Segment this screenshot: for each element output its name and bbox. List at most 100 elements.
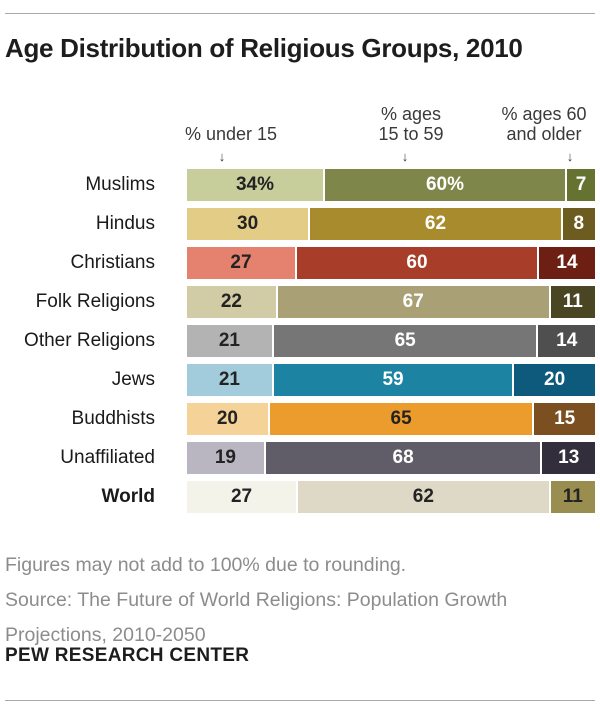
- segment-value: 30: [237, 213, 259, 234]
- segment-value: 13: [558, 447, 580, 468]
- segment-value: 21: [218, 330, 240, 351]
- down-arrow-icon: ↓: [401, 149, 409, 164]
- bar-segment-15-59: 67: [275, 286, 549, 318]
- page-title: Age Distribution of Religious Groups, 20…: [5, 33, 523, 63]
- segment-value: 65: [390, 408, 412, 429]
- bar-segment-under-15: 30: [187, 208, 309, 240]
- bar-segment-15-59: 62: [308, 208, 561, 240]
- segment-value: 62: [424, 213, 447, 234]
- segment-value: 14: [556, 252, 578, 273]
- column-header-line: % under 15: [184, 124, 278, 144]
- stacked-bar: 30 62 8: [187, 208, 595, 240]
- column-header-line: % ages 60: [501, 104, 587, 124]
- top-divider: [5, 13, 595, 14]
- bar-segment-15-59: 59: [271, 364, 513, 396]
- segment-value: 68: [392, 447, 414, 468]
- bar-segment-under-15: 21: [187, 364, 272, 396]
- group-label: Unaffiliated: [60, 447, 155, 468]
- bar-segment-under-15: 27: [187, 481, 297, 513]
- segment-value: 14: [556, 330, 578, 351]
- bar-segment-60-older: 15: [532, 403, 595, 435]
- segment-value: 27: [230, 486, 253, 507]
- segment-value: 19: [214, 447, 236, 468]
- column-headers: % under 15 % ages 15 to 59 % ages 60 and…: [5, 96, 595, 166]
- segment-value: 22: [220, 291, 242, 312]
- bar-segment-60-older: 7: [565, 169, 595, 201]
- segment-value: 60: [406, 252, 428, 273]
- down-arrow-icon: ↓: [218, 149, 226, 164]
- stacked-bar: 20 65 15: [187, 403, 595, 435]
- segment-value: 20: [544, 369, 566, 390]
- segment-value: 7: [575, 174, 587, 195]
- bar-segment-15-59: 65: [271, 325, 537, 357]
- bar-segment-under-15: 19: [187, 442, 264, 474]
- bar-segment-15-59: 62: [296, 481, 549, 513]
- segment-value: 11: [562, 486, 583, 507]
- segment-value: 11: [562, 291, 583, 312]
- group-label: World: [101, 486, 155, 507]
- bar-segment-under-15: 34%: [187, 169, 323, 201]
- group-label: Christians: [70, 252, 155, 273]
- stacked-bar: 19 68 13: [187, 442, 595, 474]
- segment-value: 27: [230, 252, 252, 273]
- segment-value: 34%: [235, 174, 275, 195]
- chart-notes: Figures may not add to 100% due to round…: [5, 548, 553, 653]
- group-label: Hindus: [95, 213, 155, 234]
- pew-research-center-wordmark: PEW RESEARCH CENTER: [5, 645, 250, 666]
- group-label: Jews: [111, 369, 155, 390]
- segment-value: 67: [402, 291, 424, 312]
- bar-segment-15-59: 60%: [323, 169, 565, 201]
- column-header-line: and older: [506, 124, 582, 144]
- bar-segment-60-older: 20: [512, 364, 595, 396]
- bar-segment-15-59: 68: [263, 442, 541, 474]
- chart-row: Hindus 30 62 8: [5, 208, 595, 240]
- chart-row: Other Religions 21 65 14: [5, 325, 595, 357]
- stacked-bar: 27 62 11: [187, 481, 595, 513]
- bottom-divider: [5, 700, 595, 701]
- segment-value: 59: [382, 369, 404, 390]
- bar-segment-60-older: 11: [548, 286, 595, 318]
- chart-row: Christians 27 60 14: [5, 247, 595, 279]
- group-label: Other Religions: [24, 330, 155, 351]
- bar-segment-15-59: 65: [267, 403, 533, 435]
- group-label: Folk Religions: [35, 291, 155, 312]
- stacked-bar: 21 59 20: [187, 364, 595, 396]
- chart-rows: Muslims 34% 60% 7 Hindus 30 62 8 Christians 27 60 1…: [5, 169, 595, 520]
- chart-row: Unaffiliated 19 68 13: [5, 442, 595, 474]
- column-header-line: 15 to 59: [378, 124, 444, 144]
- chart-row: Buddhists 20 65 15: [5, 403, 595, 435]
- down-arrow-icon: ↓: [566, 149, 574, 164]
- source-note: Source: The Future of World Religions: P…: [5, 589, 508, 646]
- bar-segment-60-older: 13: [540, 442, 595, 474]
- segment-value: 15: [554, 408, 576, 429]
- bar-segment-60-older: 14: [536, 325, 595, 357]
- bar-segment-under-15: 20: [187, 403, 268, 435]
- segment-value: 20: [216, 408, 238, 429]
- bar-segment-under-15: 21: [187, 325, 272, 357]
- bar-segment-60-older: 8: [560, 208, 595, 240]
- column-header-under-15: % under 15: [161, 124, 301, 144]
- stacked-bar: 22 67 11: [187, 286, 595, 318]
- segment-value: 65: [394, 330, 416, 351]
- bar-segment-under-15: 27: [187, 247, 295, 279]
- segment-value: 8: [573, 213, 585, 234]
- stacked-bar: 27 60 14: [187, 247, 595, 279]
- column-header-15-59: % ages 15 to 59: [356, 104, 466, 144]
- bar-segment-15-59: 60: [295, 247, 537, 279]
- segment-value: 62: [412, 486, 434, 507]
- column-header-line: % ages: [380, 104, 442, 124]
- group-label: Buddhists: [71, 408, 155, 429]
- chart-row: Jews 21 59 20: [5, 364, 595, 396]
- segment-value: 60%: [425, 174, 465, 195]
- stacked-bar: 34% 60% 7: [187, 169, 595, 201]
- bar-segment-60-older: 11: [548, 481, 595, 513]
- stacked-bar: 21 65 14: [187, 325, 595, 357]
- chart-row: Folk Religions 22 67 11: [5, 286, 595, 318]
- column-header-60-older: % ages 60 and older: [484, 104, 600, 144]
- group-label: Muslims: [85, 174, 155, 195]
- chart-row: Muslims 34% 60% 7: [5, 169, 595, 201]
- chart-row: World 27 62 11: [5, 481, 595, 513]
- bar-segment-under-15: 22: [187, 286, 276, 318]
- bar-segment-60-older: 14: [537, 247, 595, 279]
